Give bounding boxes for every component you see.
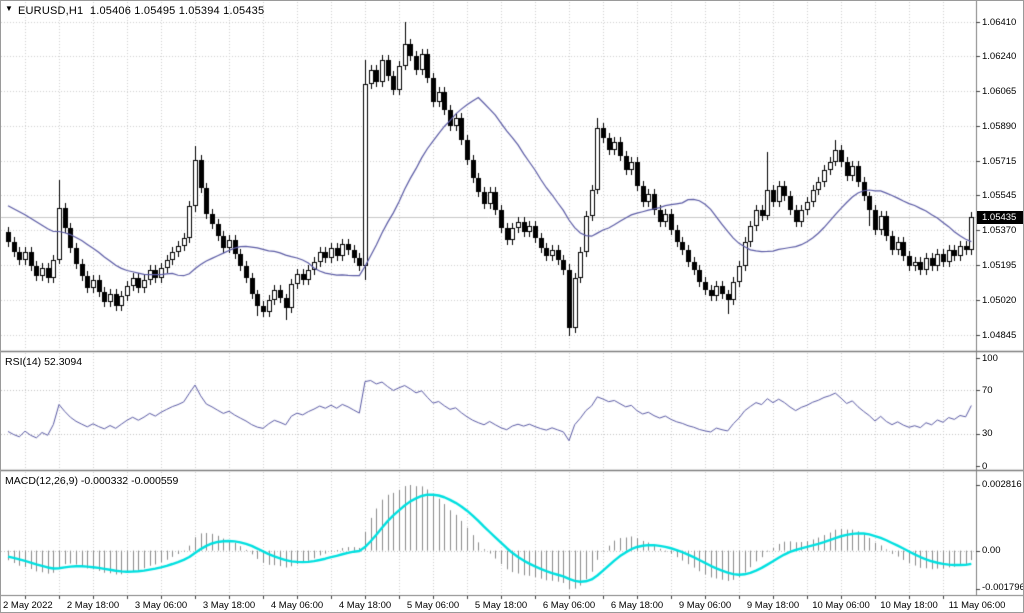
price-axis-label: 1.06065 bbox=[982, 85, 1017, 97]
time-axis-label: 9 May 18:00 bbox=[746, 600, 800, 611]
price-axis-label: 1.06240 bbox=[982, 50, 1017, 62]
time-axis-label: 4 May 18:00 bbox=[338, 600, 392, 611]
time-axis-label: 6 May 06:00 bbox=[542, 600, 596, 611]
time-axis-label: 2 May 18:00 bbox=[66, 600, 120, 611]
price-axis-label: 1.05195 bbox=[982, 259, 1017, 271]
time-axis-label: 5 May 06:00 bbox=[406, 600, 460, 611]
price-axis-label: 1.05370 bbox=[982, 224, 1017, 236]
macd-axis-min-label: -0.001796 bbox=[982, 582, 1024, 593]
symbol-dropdown-icon[interactable]: ▼ bbox=[5, 4, 13, 13]
chart-ohlc-header: EURUSD,H1 1.05406 1.05495 1.05394 1.0543… bbox=[18, 5, 265, 17]
time-axis-label: 9 May 06:00 bbox=[678, 600, 732, 611]
time-axis-label: 10 May 06:00 bbox=[812, 600, 870, 611]
rsi-axis-label: 30 bbox=[982, 428, 993, 440]
current-price-badge: 1.05435 bbox=[977, 210, 1023, 224]
time-axis-label: 4 May 06:00 bbox=[270, 600, 324, 611]
time-axis-label: 5 May 18:00 bbox=[474, 600, 528, 611]
price-axis-label: 1.06410 bbox=[982, 16, 1017, 28]
price-axis-label: 1.05715 bbox=[982, 155, 1017, 167]
time-axis-label: 11 May 06:00 bbox=[948, 600, 1006, 611]
price-axis-label: 1.05020 bbox=[982, 294, 1017, 306]
time-axis-label: 2 May 2022 bbox=[3, 600, 53, 611]
price-axis-label: 1.05545 bbox=[982, 189, 1017, 201]
time-axis-label: 3 May 06:00 bbox=[134, 600, 188, 611]
macd-indicator-label: MACD(12,26,9) -0.000332 -0.000559 bbox=[5, 475, 179, 487]
macd-axis-max-label: 0.002816 bbox=[982, 479, 1022, 490]
rsi-axis-label: 0 bbox=[982, 460, 988, 472]
macd-pane[interactable] bbox=[1, 472, 976, 595]
macd-axis-zero-label: 0.00 bbox=[982, 544, 1001, 556]
rsi-axis-label: 70 bbox=[982, 384, 993, 396]
price-pane[interactable] bbox=[1, 1, 976, 350]
rsi-pane[interactable] bbox=[1, 353, 976, 469]
rsi-axis-label: 100 bbox=[982, 352, 998, 364]
time-axis-label: 10 May 18:00 bbox=[880, 600, 938, 611]
price-axis-label: 1.05890 bbox=[982, 120, 1017, 132]
time-axis-label: 6 May 18:00 bbox=[610, 600, 664, 611]
time-axis-label: 3 May 18:00 bbox=[202, 600, 256, 611]
rsi-indicator-label: RSI(14) 52.3094 bbox=[5, 356, 83, 368]
price-axis-label: 1.04845 bbox=[982, 329, 1017, 341]
